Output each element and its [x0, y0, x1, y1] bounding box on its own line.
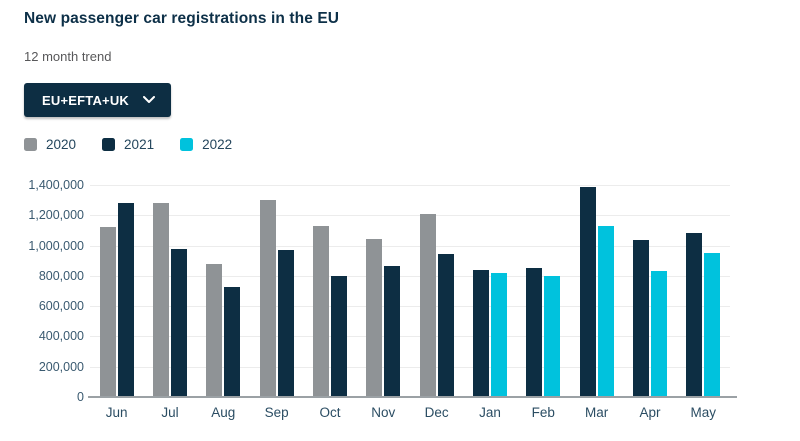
- bar-chart: 0 200,000 400,000 600,000 800,000 1,000,000 1,…: [0, 178, 800, 441]
- gridline: [90, 185, 730, 186]
- bar-apr-2021[interactable]: [632, 240, 649, 397]
- x-tick-label-jan: Jan: [479, 405, 501, 420]
- y-tick-label: 1,200,000: [28, 208, 84, 223]
- bar-jul-2021[interactable]: [170, 249, 187, 397]
- y-tick-label: 1,000,000: [28, 238, 84, 253]
- gridline: [90, 306, 730, 308]
- bar-group-mar: [570, 185, 623, 397]
- x-tick-label-jun: Jun: [105, 405, 128, 420]
- bar-jul-2020[interactable]: [152, 202, 169, 397]
- bar-apr-2022[interactable]: [650, 271, 667, 397]
- bar-feb-2021[interactable]: [526, 268, 543, 397]
- y-tick-label: 200,000: [38, 359, 84, 374]
- x-tick-label-nov: Nov: [371, 405, 396, 420]
- bar-aug-2020[interactable]: [206, 263, 223, 397]
- bar-jan-2021[interactable]: [472, 269, 489, 397]
- y-tick-label: 600,000: [38, 299, 84, 314]
- bar-oct-2020[interactable]: [312, 226, 329, 397]
- gridline: [90, 215, 730, 217]
- bar-nov-2020[interactable]: [366, 239, 383, 397]
- y-tick-label: 0: [77, 390, 84, 404]
- bar-groups: [90, 185, 730, 397]
- legend-swatch-icon: [102, 138, 116, 151]
- bar-may-2021[interactable]: [686, 233, 703, 397]
- bar-sep-2020[interactable]: [259, 200, 276, 397]
- x-axis-labels: Jun Jul Aug Sep Oct Nov Dec Jan Feb Mar Apr May: [90, 405, 730, 420]
- x-tick-label-oct: Oct: [319, 405, 341, 420]
- bar-dec-2021[interactable]: [437, 253, 454, 397]
- x-axis-line: [88, 396, 737, 398]
- region-filter-dropdown[interactable]: EU+EFTA+UK: [24, 83, 171, 117]
- bar-group-sep: [250, 185, 303, 397]
- bar-mar-2022[interactable]: [597, 226, 614, 397]
- bar-sep-2021[interactable]: [277, 250, 294, 397]
- bar-jan-2022[interactable]: [490, 273, 507, 397]
- bar-group-apr: [623, 185, 676, 397]
- x-tick-label-jul: Jul: [161, 405, 179, 420]
- bar-jun-2020[interactable]: [99, 226, 116, 397]
- x-tick-label-apr: Apr: [639, 405, 661, 420]
- bar-group-jan: [463, 185, 516, 397]
- region-filter-value: EU+EFTA+UK: [42, 92, 129, 108]
- gridline: [90, 366, 730, 368]
- x-tick-label-feb: Feb: [531, 405, 555, 420]
- bar-jun-2021[interactable]: [117, 202, 134, 397]
- bar-group-jul: [143, 185, 196, 397]
- gridline: [90, 275, 730, 277]
- x-tick-label-aug: Aug: [211, 405, 236, 420]
- bar-group-may: [677, 185, 730, 397]
- bar-nov-2021[interactable]: [384, 266, 401, 397]
- bar-group-oct: [303, 185, 356, 397]
- legend-item-2022[interactable]: 2022: [180, 137, 232, 152]
- bar-dec-2020[interactable]: [419, 214, 436, 397]
- bar-group-jun: [90, 185, 143, 397]
- bar-aug-2021[interactable]: [224, 287, 241, 397]
- x-tick-label-sep: Sep: [264, 405, 289, 420]
- gridline: [90, 245, 730, 247]
- legend-label: 2022: [202, 137, 233, 152]
- page-title: New passenger car registrations in the E…: [24, 10, 340, 27]
- bar-mar-2021[interactable]: [579, 186, 596, 397]
- x-tick-label-dec: Dec: [424, 405, 449, 420]
- bar-group-aug: [197, 185, 250, 397]
- y-tick-label: 400,000: [38, 329, 84, 344]
- legend-item-2021[interactable]: 2021: [102, 137, 154, 152]
- y-tick-label: 1,400,000: [28, 178, 84, 192]
- y-tick-label: 800,000: [38, 268, 84, 283]
- chevron-down-icon: [143, 96, 155, 104]
- x-tick-label-may: May: [690, 405, 717, 420]
- bar-may-2022[interactable]: [704, 253, 721, 397]
- legend-label: 2020: [46, 137, 77, 152]
- bar-oct-2021[interactable]: [330, 276, 347, 397]
- plot-area: [88, 185, 737, 398]
- legend-swatch-icon: [180, 138, 194, 151]
- chart-legend: 2020 2021 2022: [24, 137, 258, 152]
- bar-group-feb: [517, 185, 570, 397]
- legend-swatch-icon: [24, 138, 37, 151]
- legend-item-2020[interactable]: 2020: [24, 137, 76, 152]
- bar-group-dec: [410, 185, 463, 397]
- bar-group-nov: [357, 185, 410, 397]
- x-tick-label-mar: Mar: [584, 405, 609, 420]
- chart-subtitle: 12 month trend: [24, 49, 112, 64]
- legend-label: 2021: [124, 137, 155, 152]
- gridline: [90, 336, 730, 338]
- bar-feb-2022[interactable]: [544, 276, 561, 397]
